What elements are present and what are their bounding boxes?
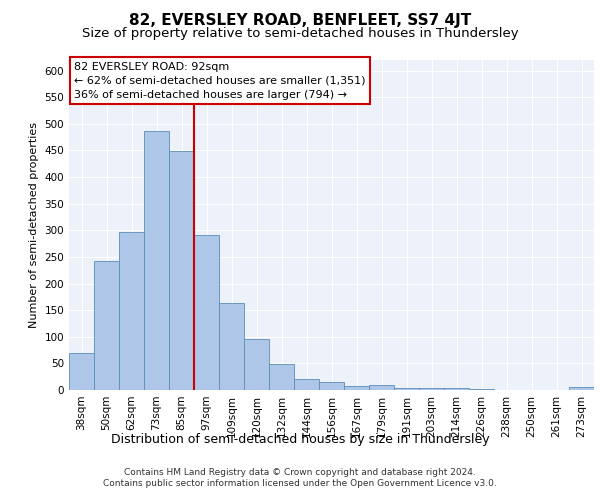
Y-axis label: Number of semi-detached properties: Number of semi-detached properties: [29, 122, 39, 328]
Bar: [144, 131, 169, 390]
Bar: [569, 388, 594, 390]
Bar: [294, 380, 319, 390]
Text: 82, EVERSLEY ROAD, BENFLEET, SS7 4JT: 82, EVERSLEY ROAD, BENFLEET, SS7 4JT: [129, 12, 471, 28]
Bar: [219, 303, 244, 390]
Text: Distribution of semi-detached houses by size in Thundersley: Distribution of semi-detached houses by …: [110, 432, 490, 446]
Bar: [319, 382, 344, 390]
Bar: [244, 339, 269, 390]
Text: Contains HM Land Registry data © Crown copyright and database right 2024.
Contai: Contains HM Land Registry data © Crown c…: [103, 468, 497, 487]
Bar: [94, 261, 119, 390]
Text: Size of property relative to semi-detached houses in Thundersley: Size of property relative to semi-detach…: [82, 28, 518, 40]
Bar: [369, 384, 394, 390]
Text: 82 EVERSLEY ROAD: 92sqm
← 62% of semi-detached houses are smaller (1,351)
36% of: 82 EVERSLEY ROAD: 92sqm ← 62% of semi-de…: [74, 62, 366, 100]
Bar: [119, 232, 144, 390]
Bar: [69, 352, 94, 390]
Bar: [444, 388, 469, 390]
Bar: [194, 234, 219, 390]
Bar: [344, 386, 369, 390]
Bar: [394, 388, 419, 390]
Bar: [269, 364, 294, 390]
Bar: [169, 151, 194, 390]
Bar: [419, 388, 444, 390]
